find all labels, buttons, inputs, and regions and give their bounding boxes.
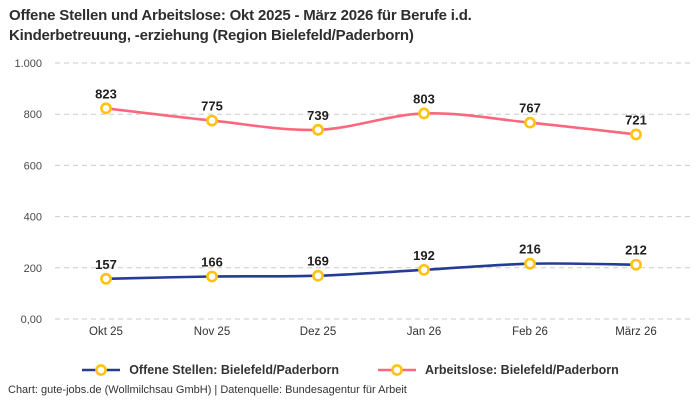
y-axis-tick-label: 200: [24, 263, 42, 275]
legend-item: Arbeitslose: Bielefeld/Paderborn: [377, 363, 619, 377]
x-axis-tick-label: Nov 25: [194, 326, 230, 338]
data-point-label: 192: [413, 248, 435, 263]
data-point-label: 157: [95, 257, 117, 272]
legend-swatch-icon: [377, 364, 416, 376]
data-point-label: 767: [519, 101, 541, 116]
line-chart: 0,00 200 400 600 800 1.000 Okt 25 Nov 25 Dez 25 J…: [14, 58, 690, 338]
data-point-label: 739: [307, 108, 329, 123]
x-axis-tick-label: Jan 26: [407, 326, 442, 338]
data-point-marker: [418, 263, 430, 276]
legend-swatch-icon: [82, 364, 121, 376]
chart-title-line1: Offene Stellen und Arbeitslose: Okt 2025…: [9, 7, 472, 24]
data-point-marker: [312, 269, 324, 282]
x-axis-tick-label: März 26: [615, 326, 657, 338]
data-point-marker: [418, 107, 430, 120]
legend-item: Offene Stellen: Bielefeld/Paderborn: [81, 363, 339, 377]
series-line: [104, 262, 638, 281]
series-line: [104, 107, 638, 136]
x-axis-tick-label: Feb 26: [512, 326, 548, 338]
legend-label: Arbeitslose: Bielefeld/Paderborn: [424, 363, 619, 377]
data-point-label: 216: [519, 242, 541, 257]
data-point-label: 775: [201, 99, 223, 114]
x-axis-tick-label: Dez 25: [300, 326, 336, 338]
data-point-marker: [206, 270, 218, 283]
data-point-marker: [312, 123, 324, 136]
data-point-marker: [630, 128, 642, 141]
data-point-marker: [100, 272, 112, 285]
data-point-label: 212: [625, 243, 647, 258]
data-point-label: 823: [95, 86, 117, 101]
y-axis-tick-label: 0,00: [21, 314, 42, 326]
legend: Offene Stellen: Bielefeld/Paderborn Arbei…: [0, 359, 700, 381]
data-point-marker: [630, 258, 642, 271]
data-point-label: 166: [201, 255, 223, 270]
attribution: Chart: gute-jobs.de (Wollmilchsau GmbH) …: [8, 384, 407, 396]
data-point-label: 169: [307, 254, 329, 269]
data-point-label: 803: [413, 91, 435, 106]
y-axis-tick-label: 800: [24, 109, 42, 121]
data-point-marker: [524, 257, 536, 270]
data-point-marker: [524, 116, 536, 129]
data-point-marker: [100, 102, 112, 115]
chart-title: Offene Stellen und Arbeitslose: Okt 2025…: [9, 6, 472, 46]
data-point-label: 721: [625, 112, 647, 127]
data-point-marker: [206, 114, 218, 127]
legend-label: Offene Stellen: Bielefeld/Paderborn: [129, 363, 339, 377]
y-axis-tick-label: 600: [24, 160, 42, 172]
y-axis-tick-label: 1.000: [14, 58, 42, 70]
chart-title-line2: Kinderbetreuung, -erziehung (Region Biel…: [9, 27, 414, 45]
x-axis-tick-label: Okt 25: [89, 326, 123, 338]
y-axis-tick-label: 400: [24, 212, 42, 224]
